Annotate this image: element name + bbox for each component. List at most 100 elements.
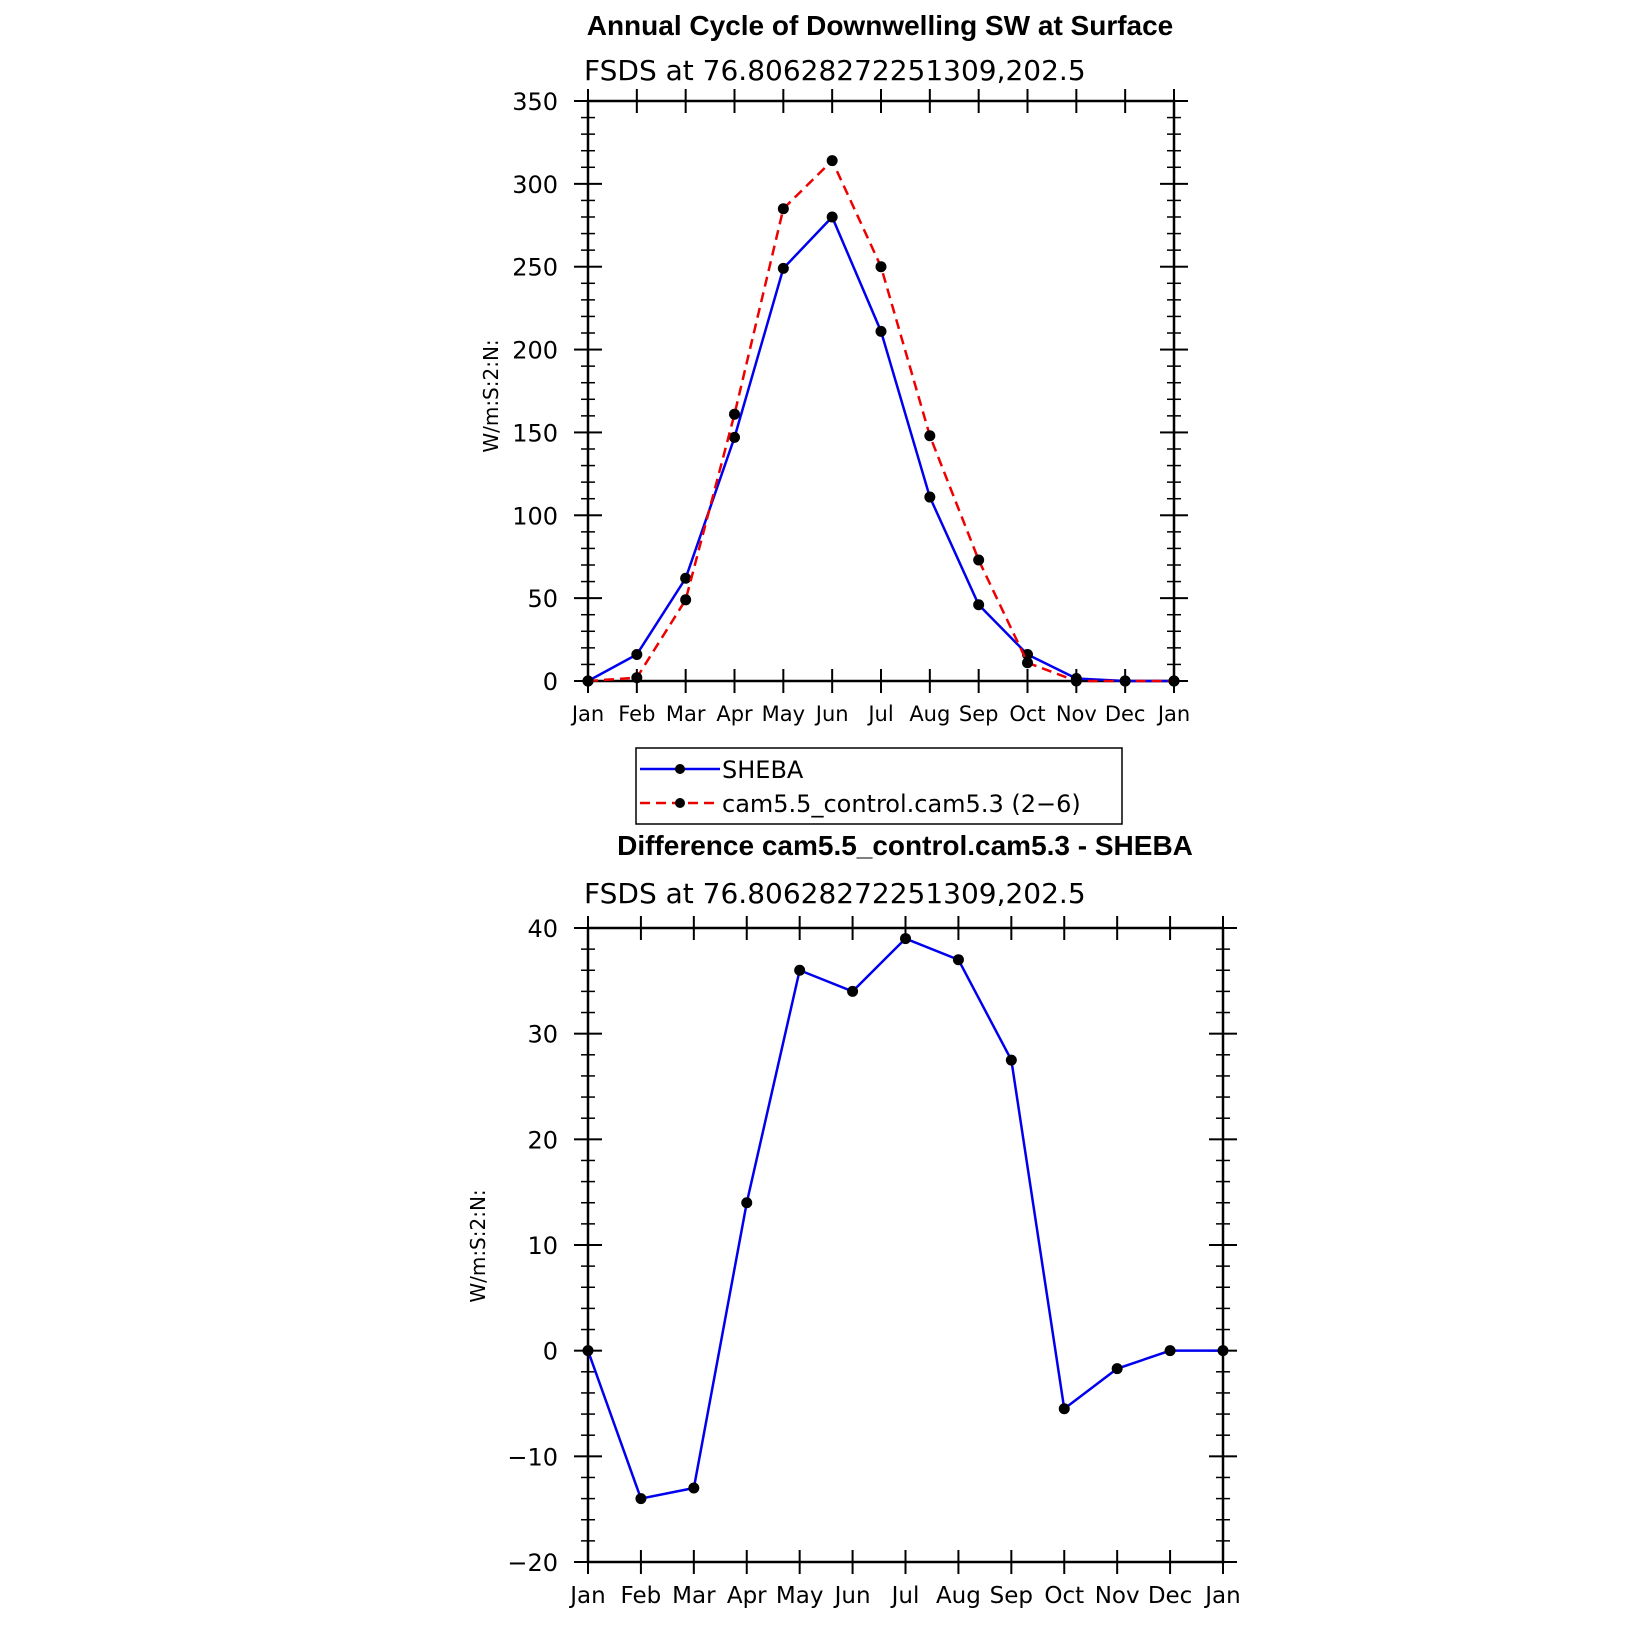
x-tick-labels: Jan Feb Mar Apr May Jun Jul Aug Sep Oct Nov Dec Jan	[568, 1583, 1240, 1609]
chart-subtitle: FSDS at 76.80628272251309,202.5	[584, 877, 1086, 910]
data-point	[635, 1493, 647, 1505]
y-tick-label: 100	[512, 502, 558, 530]
y-tick-label: 350	[512, 88, 558, 116]
data-point	[631, 648, 643, 660]
y-tick-label: 10	[527, 1232, 558, 1260]
data-point	[826, 155, 838, 167]
series-line	[587, 158, 1174, 683]
data-point	[973, 554, 985, 566]
data-point	[1119, 675, 1131, 687]
data-point	[741, 1197, 753, 1209]
data-point	[924, 430, 936, 442]
x-tick-label: Dec	[1105, 702, 1146, 726]
y-axis-label: W/m:S:2:N:	[466, 1189, 490, 1302]
data-point	[826, 211, 838, 223]
legend: SHEBA cam5.5_control.cam5.3 (2−6)	[635, 747, 1123, 825]
data-point	[847, 985, 859, 997]
annual-cycle-chart: Annual Cycle of Downwelling SW at Surfac…	[479, 10, 1190, 825]
x-tick-label: May	[762, 702, 805, 726]
y-axis-label: W/m:S:2:N:	[479, 339, 503, 452]
x-tick-label: Jan	[570, 702, 604, 726]
x-tick-label: Nov	[1056, 702, 1097, 726]
y-tick-label: 50	[527, 585, 558, 613]
axis-ticks	[574, 916, 1237, 1574]
chart-title: Annual Cycle of Downwelling SW at Surfac…	[587, 10, 1174, 41]
data-point	[973, 599, 985, 611]
y-tick-label: −10	[507, 1443, 558, 1471]
x-tick-label: Jun	[833, 1583, 871, 1609]
legend-label-cam: cam5.5_control.cam5.3 (2−6)	[722, 790, 1081, 818]
data-point	[729, 431, 740, 443]
data-point	[777, 262, 789, 274]
data-point	[875, 261, 887, 273]
data-point	[680, 594, 692, 606]
y-tick-label: 150	[512, 419, 558, 447]
legend-marker-sheba	[675, 764, 685, 774]
legend-frame	[635, 747, 1123, 825]
data-point	[631, 672, 643, 684]
x-tick-label: Jul	[890, 1583, 920, 1609]
x-tick-label: Apr	[727, 1583, 767, 1609]
data-point	[1217, 1345, 1229, 1357]
x-tick-label: Nov	[1095, 1583, 1140, 1609]
data-point	[794, 964, 806, 976]
data-point	[1168, 675, 1180, 687]
y-tick-label: 250	[512, 254, 558, 282]
x-tick-label: Jan	[1203, 1583, 1240, 1609]
data-point	[680, 572, 692, 584]
series-group	[582, 933, 1229, 1505]
x-tick-label: Feb	[618, 702, 655, 726]
data-point	[952, 954, 964, 966]
x-tick-label: Apr	[716, 702, 753, 726]
y-tick-label: 20	[527, 1126, 558, 1154]
x-tick-label: Oct	[1009, 702, 1045, 726]
x-tick-label: Jan	[1156, 702, 1190, 726]
series-line	[586, 937, 1223, 1501]
data-point	[875, 325, 887, 337]
series-group	[582, 155, 1180, 687]
data-point	[1022, 657, 1033, 669]
chart-title: Difference cam5.5_control.cam5.3 - SHEBA	[617, 830, 1193, 861]
x-tick-label: Jul	[866, 702, 893, 726]
difference-chart: Difference cam5.5_control.cam5.3 - SHEBA…	[466, 830, 1241, 1609]
data-point	[1070, 675, 1082, 687]
data-point	[777, 203, 789, 215]
x-tick-label: Sep	[990, 1583, 1033, 1609]
y-tick-labels: −20 −10 0 10 20 30 40	[507, 915, 558, 1577]
y-tick-label: 0	[543, 1338, 558, 1366]
y-tick-label: 0	[543, 668, 558, 696]
y-tick-label: −20	[507, 1549, 558, 1577]
x-tick-label: Sep	[959, 702, 999, 726]
data-point	[1022, 648, 1033, 660]
x-tick-label: Aug	[936, 1583, 981, 1609]
data-point	[582, 675, 594, 687]
data-point	[1005, 1054, 1017, 1066]
data-point	[1058, 1403, 1070, 1415]
data-point	[900, 933, 911, 945]
y-tick-labels: 0 50 100 150 200 250 300 350	[512, 88, 558, 696]
legend-marker-cam	[675, 798, 685, 808]
y-tick-label: 300	[512, 171, 558, 199]
y-tick-label: 30	[527, 1021, 558, 1049]
x-tick-label: Jan	[568, 1583, 605, 1609]
data-point	[1164, 1345, 1176, 1357]
x-tick-label: Jun	[814, 702, 849, 726]
series-line	[587, 214, 1174, 683]
chart-subtitle: FSDS at 76.80628272251309,202.5	[584, 54, 1086, 87]
x-tick-label: Feb	[621, 1583, 662, 1609]
data-point	[582, 1345, 594, 1357]
y-tick-label: 200	[512, 337, 558, 365]
axis-ticks	[574, 89, 1188, 693]
x-tick-label: Dec	[1148, 1583, 1193, 1609]
x-tick-label: Oct	[1044, 1583, 1084, 1609]
x-tick-label: Mar	[666, 702, 706, 726]
plot-frame	[586, 926, 1225, 1564]
data-point	[688, 1482, 700, 1494]
y-tick-label: 40	[527, 915, 558, 943]
data-point	[924, 491, 936, 503]
x-tick-label: May	[776, 1583, 824, 1609]
legend-label-sheba: SHEBA	[722, 756, 804, 784]
x-tick-label: Mar	[672, 1583, 716, 1609]
x-tick-labels: Jan Feb Mar Apr May Jun Jul Aug Sep Oct Nov Dec Jan	[570, 702, 1190, 726]
